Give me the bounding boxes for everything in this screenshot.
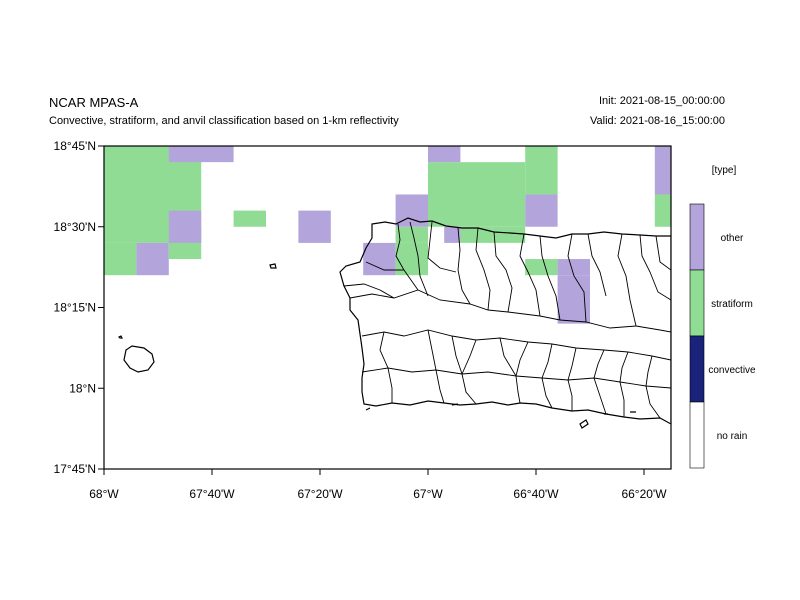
cell-other xyxy=(557,275,590,324)
y-tick-label: 18°15'N xyxy=(54,301,96,315)
cell-other xyxy=(136,242,169,276)
cell-other xyxy=(444,226,461,243)
cell-other xyxy=(168,146,234,163)
desecheo-island xyxy=(269,263,277,269)
y-tick-label: 18°30'N xyxy=(54,220,96,234)
legend-swatch-stratiform xyxy=(689,269,705,337)
x-axis: 68°W 67°40'W 67°20'W 67°W 66°40'W 66°20'W xyxy=(89,469,667,501)
cell-other xyxy=(557,259,590,276)
cell-other xyxy=(298,210,331,243)
caja-de-muertos-island xyxy=(579,419,589,429)
x-tick-label: 67°40'W xyxy=(189,487,235,501)
y-tick-label: 18°45'N xyxy=(54,139,96,153)
legend-label: other xyxy=(721,233,744,244)
x-tick-label: 67°20'W xyxy=(297,487,343,501)
cell-stratiform xyxy=(460,226,493,243)
y-tick-label: 18°N xyxy=(69,381,96,395)
cell-stratiform xyxy=(525,146,558,195)
cell-stratiform xyxy=(233,210,266,227)
legend-label: no rain xyxy=(717,431,748,442)
y-axis: 18°45'N 18°30'N 18°15'N 18°N 17°45'N xyxy=(54,139,104,476)
cell-stratiform xyxy=(492,226,526,243)
classification-layer xyxy=(104,146,671,324)
init-time-label: Init: 2021-08-15_00:00:00 xyxy=(599,95,725,107)
cell-stratiform xyxy=(395,226,428,243)
municipality-boundaries xyxy=(343,221,671,419)
cell-stratiform xyxy=(525,259,558,276)
y-tick-label: 17°45'N xyxy=(54,462,96,476)
cell-stratiform xyxy=(654,194,671,227)
cell-stratiform xyxy=(168,242,202,260)
cell-other xyxy=(428,146,461,163)
x-tick-label: 67°W xyxy=(413,487,443,501)
x-tick-label: 66°40'W xyxy=(513,487,559,501)
legend-label: convective xyxy=(708,365,756,376)
x-tick-label: 66°20'W xyxy=(621,487,667,501)
cell-other xyxy=(525,194,558,227)
legend: [type] other stratiform convective no rain xyxy=(689,165,756,469)
cell-stratiform xyxy=(104,242,137,276)
monito-islet xyxy=(117,335,123,339)
legend-swatch-no-rain xyxy=(689,401,705,469)
plot-subtitle: Convective, stratiform, and anvil classi… xyxy=(49,115,399,127)
puerto-rico-coastline xyxy=(339,217,671,425)
mona-island xyxy=(123,345,155,373)
valid-time-label: Valid: 2021-08-16_15:00:00 xyxy=(590,115,725,127)
legend-label: stratiform xyxy=(711,299,753,310)
coastline-layer xyxy=(117,217,671,429)
south-coast-cays xyxy=(365,403,636,415)
cell-other xyxy=(654,146,671,195)
legend-title: [type] xyxy=(712,165,737,176)
legend-swatch-convective xyxy=(689,335,705,403)
plot-title: NCAR MPAS-A xyxy=(49,95,139,110)
legend-swatch-other xyxy=(689,203,705,271)
cell-other xyxy=(168,210,202,243)
cell-stratiform xyxy=(428,162,526,227)
x-tick-label: 68°W xyxy=(89,487,119,501)
